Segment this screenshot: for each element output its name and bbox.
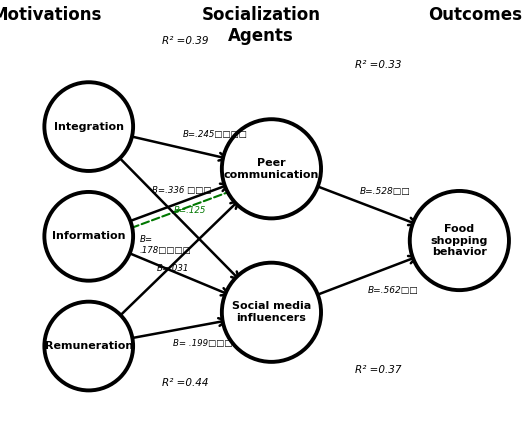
Text: B=.562□□: B=.562□□ bbox=[368, 286, 419, 295]
Text: B=.031: B=.031 bbox=[157, 264, 189, 273]
Text: Information: Information bbox=[52, 231, 125, 241]
Ellipse shape bbox=[44, 192, 133, 281]
Text: B=.528□□: B=.528□□ bbox=[360, 187, 411, 196]
Ellipse shape bbox=[44, 302, 133, 390]
Text: Food
shopping
behavior: Food shopping behavior bbox=[431, 224, 488, 257]
Text: Outcomes: Outcomes bbox=[428, 6, 522, 24]
Text: B= .199□□□: B= .199□□□ bbox=[173, 339, 232, 349]
Ellipse shape bbox=[222, 262, 321, 362]
Text: R² =0.39: R² =0.39 bbox=[162, 36, 208, 46]
Text: Social media
influencers: Social media influencers bbox=[232, 301, 311, 323]
Text: R² =0.37: R² =0.37 bbox=[355, 365, 401, 376]
Text: B=.245□□□□: B=.245□□□□ bbox=[183, 130, 248, 139]
Text: Agents: Agents bbox=[228, 27, 294, 46]
Text: B=
.178□□□□: B= .178□□□□ bbox=[139, 235, 191, 254]
Text: Remuneration: Remuneration bbox=[44, 341, 133, 351]
Text: R² =0.33: R² =0.33 bbox=[355, 60, 401, 70]
Text: Peer
communication: Peer communication bbox=[224, 158, 319, 180]
Ellipse shape bbox=[222, 119, 321, 219]
Ellipse shape bbox=[410, 191, 509, 290]
Text: Socialization: Socialization bbox=[201, 6, 321, 24]
Text: B=.336 □□□: B=.336 □□□ bbox=[152, 186, 211, 195]
Text: R² =0.44: R² =0.44 bbox=[162, 378, 208, 388]
Ellipse shape bbox=[44, 82, 133, 171]
Text: B=.125: B=.125 bbox=[174, 206, 206, 215]
Text: Motivations: Motivations bbox=[0, 6, 102, 24]
Text: Integration: Integration bbox=[54, 122, 124, 132]
